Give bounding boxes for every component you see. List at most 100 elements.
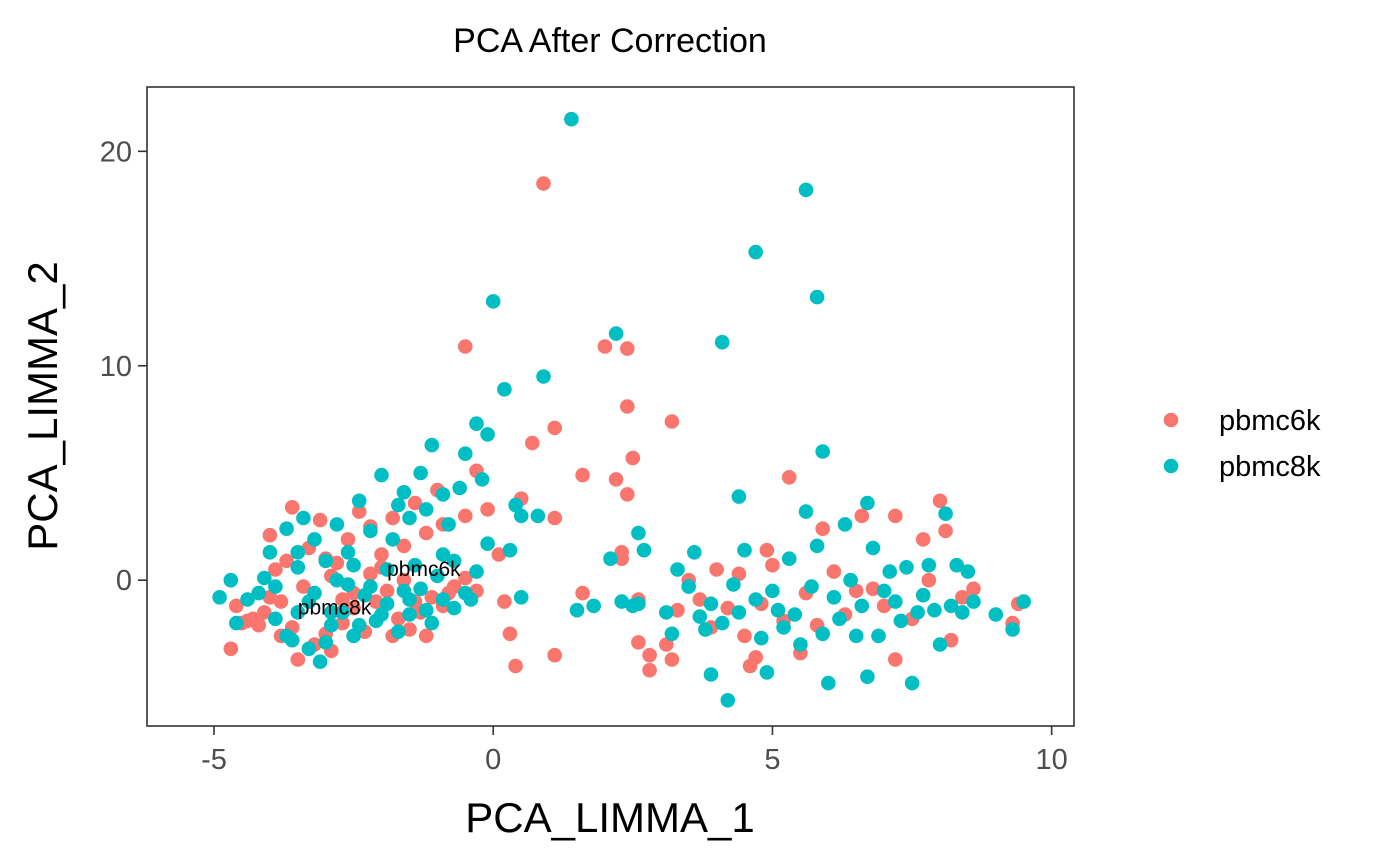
data-point-pbmc8k bbox=[536, 369, 551, 384]
data-point-pbmc8k bbox=[698, 622, 713, 637]
points-layer bbox=[212, 111, 1031, 708]
data-point-pbmc8k bbox=[229, 615, 244, 631]
data-point-pbmc8k bbox=[865, 540, 881, 556]
data-point-pbmc8k bbox=[279, 521, 294, 536]
data-point-pbmc6k bbox=[374, 547, 389, 562]
data-point-pbmc6k bbox=[346, 600, 361, 616]
data-point-pbmc8k bbox=[251, 585, 266, 601]
data-point-pbmc8k bbox=[603, 551, 618, 566]
data-point-pbmc8k bbox=[379, 562, 395, 577]
data-point-pbmc6k bbox=[888, 652, 903, 667]
data-point-pbmc8k bbox=[754, 630, 769, 646]
data-point-pbmc8k bbox=[631, 525, 646, 541]
data-point-pbmc8k bbox=[513, 590, 529, 605]
x-axis-title: PCA_LIMMA_1 bbox=[465, 794, 754, 841]
chart-title: PCA After Correction bbox=[453, 22, 767, 60]
data-point-pbmc8k bbox=[312, 654, 328, 669]
data-point-pbmc6k bbox=[223, 641, 239, 657]
data-point-pbmc8k bbox=[737, 542, 752, 558]
data-point-pbmc6k bbox=[848, 583, 864, 599]
data-point-pbmc6k bbox=[932, 493, 948, 509]
data-point-pbmc6k bbox=[257, 605, 272, 620]
data-point-pbmc8k bbox=[899, 560, 914, 575]
data-point-pbmc8k bbox=[391, 624, 406, 639]
data-point-pbmc6k bbox=[385, 510, 401, 526]
y-tick-label: 10 bbox=[100, 351, 132, 383]
data-point-pbmc6k bbox=[620, 341, 635, 356]
data-point-pbmc6k bbox=[608, 472, 624, 487]
data-point-pbmc6k bbox=[575, 467, 590, 483]
legend-key-pbmc6k bbox=[1163, 412, 1179, 428]
data-point-pbmc8k bbox=[240, 592, 255, 607]
data-point-pbmc8k bbox=[329, 517, 345, 532]
data-point-pbmc8k bbox=[798, 182, 814, 198]
data-point-pbmc8k bbox=[508, 497, 523, 513]
data-point-pbmc8k bbox=[351, 493, 367, 509]
data-point-pbmc6k bbox=[240, 613, 255, 629]
x-tick-label: 5 bbox=[764, 744, 780, 776]
data-point-pbmc6k bbox=[491, 547, 507, 562]
legend-label-pbmc6k: pbmc6k bbox=[1219, 405, 1321, 437]
data-point-pbmc8k bbox=[815, 626, 830, 642]
data-point-pbmc8k bbox=[480, 427, 495, 442]
data-point-pbmc8k bbox=[631, 596, 646, 612]
data-point-pbmc8k bbox=[781, 551, 797, 566]
data-point-pbmc8k bbox=[815, 444, 830, 459]
data-point-pbmc8k bbox=[301, 641, 317, 657]
data-point-pbmc8k bbox=[932, 637, 948, 652]
data-point-pbmc8k bbox=[955, 605, 970, 620]
data-point-pbmc6k bbox=[525, 435, 540, 451]
data-point-pbmc8k bbox=[329, 572, 345, 588]
x-tick-label: 10 bbox=[1036, 744, 1068, 776]
data-point-pbmc8k bbox=[296, 510, 311, 526]
data-point-pbmc6k bbox=[396, 572, 412, 588]
data-point-pbmc6k bbox=[335, 592, 350, 607]
legend-label-pbmc8k: pbmc8k bbox=[1219, 451, 1321, 483]
data-point-pbmc8k bbox=[424, 437, 440, 453]
data-point-pbmc6k bbox=[620, 399, 635, 414]
x-axis: -5 0 5 10 bbox=[201, 726, 1068, 776]
data-point-pbmc8k bbox=[413, 465, 428, 481]
data-point-pbmc6k bbox=[955, 590, 970, 605]
data-point-pbmc8k bbox=[452, 480, 468, 496]
data-point-pbmc8k bbox=[837, 517, 853, 532]
data-point-pbmc8k bbox=[636, 542, 652, 558]
data-point-pbmc8k bbox=[826, 590, 842, 605]
data-point-pbmc8k bbox=[1005, 622, 1020, 637]
data-point-pbmc8k bbox=[223, 572, 239, 588]
data-point-pbmc8k bbox=[257, 570, 272, 586]
data-point-pbmc6k bbox=[748, 650, 763, 665]
data-point-pbmc6k bbox=[547, 647, 562, 663]
data-point-pbmc6k bbox=[351, 504, 367, 519]
data-point-pbmc6k bbox=[508, 658, 523, 674]
data-point-pbmc6k bbox=[458, 339, 473, 354]
data-point-pbmc8k bbox=[904, 675, 920, 691]
data-point-pbmc8k bbox=[664, 626, 680, 642]
data-point-pbmc8k bbox=[268, 579, 283, 594]
data-point-pbmc6k bbox=[826, 564, 842, 579]
data-point-pbmc8k bbox=[290, 545, 306, 560]
data-point-pbmc8k bbox=[921, 557, 937, 573]
data-point-pbmc6k bbox=[296, 579, 311, 594]
data-point-pbmc6k bbox=[418, 525, 434, 541]
data-point-pbmc8k bbox=[402, 510, 417, 526]
data-point-pbmc6k bbox=[424, 590, 440, 605]
data-point-pbmc6k bbox=[312, 512, 328, 528]
data-point-pbmc8k bbox=[910, 605, 925, 620]
data-point-pbmc6k bbox=[290, 652, 306, 667]
data-point-pbmc8k bbox=[748, 244, 763, 260]
data-point-pbmc8k bbox=[318, 553, 334, 569]
annotations-layer: pbmc6k pbmc8k bbox=[298, 558, 461, 620]
data-point-pbmc8k bbox=[469, 564, 484, 579]
data-point-pbmc8k bbox=[307, 532, 322, 547]
data-point-pbmc6k bbox=[575, 585, 590, 601]
data-point-pbmc8k bbox=[402, 592, 417, 607]
data-point-pbmc6k bbox=[536, 176, 551, 191]
data-point-pbmc6k bbox=[888, 508, 903, 524]
data-point-pbmc8k bbox=[714, 615, 730, 631]
data-point-pbmc8k bbox=[407, 557, 423, 573]
data-point-pbmc6k bbox=[262, 527, 278, 543]
data-point-pbmc8k bbox=[418, 602, 434, 618]
data-point-pbmc8k bbox=[391, 497, 406, 513]
